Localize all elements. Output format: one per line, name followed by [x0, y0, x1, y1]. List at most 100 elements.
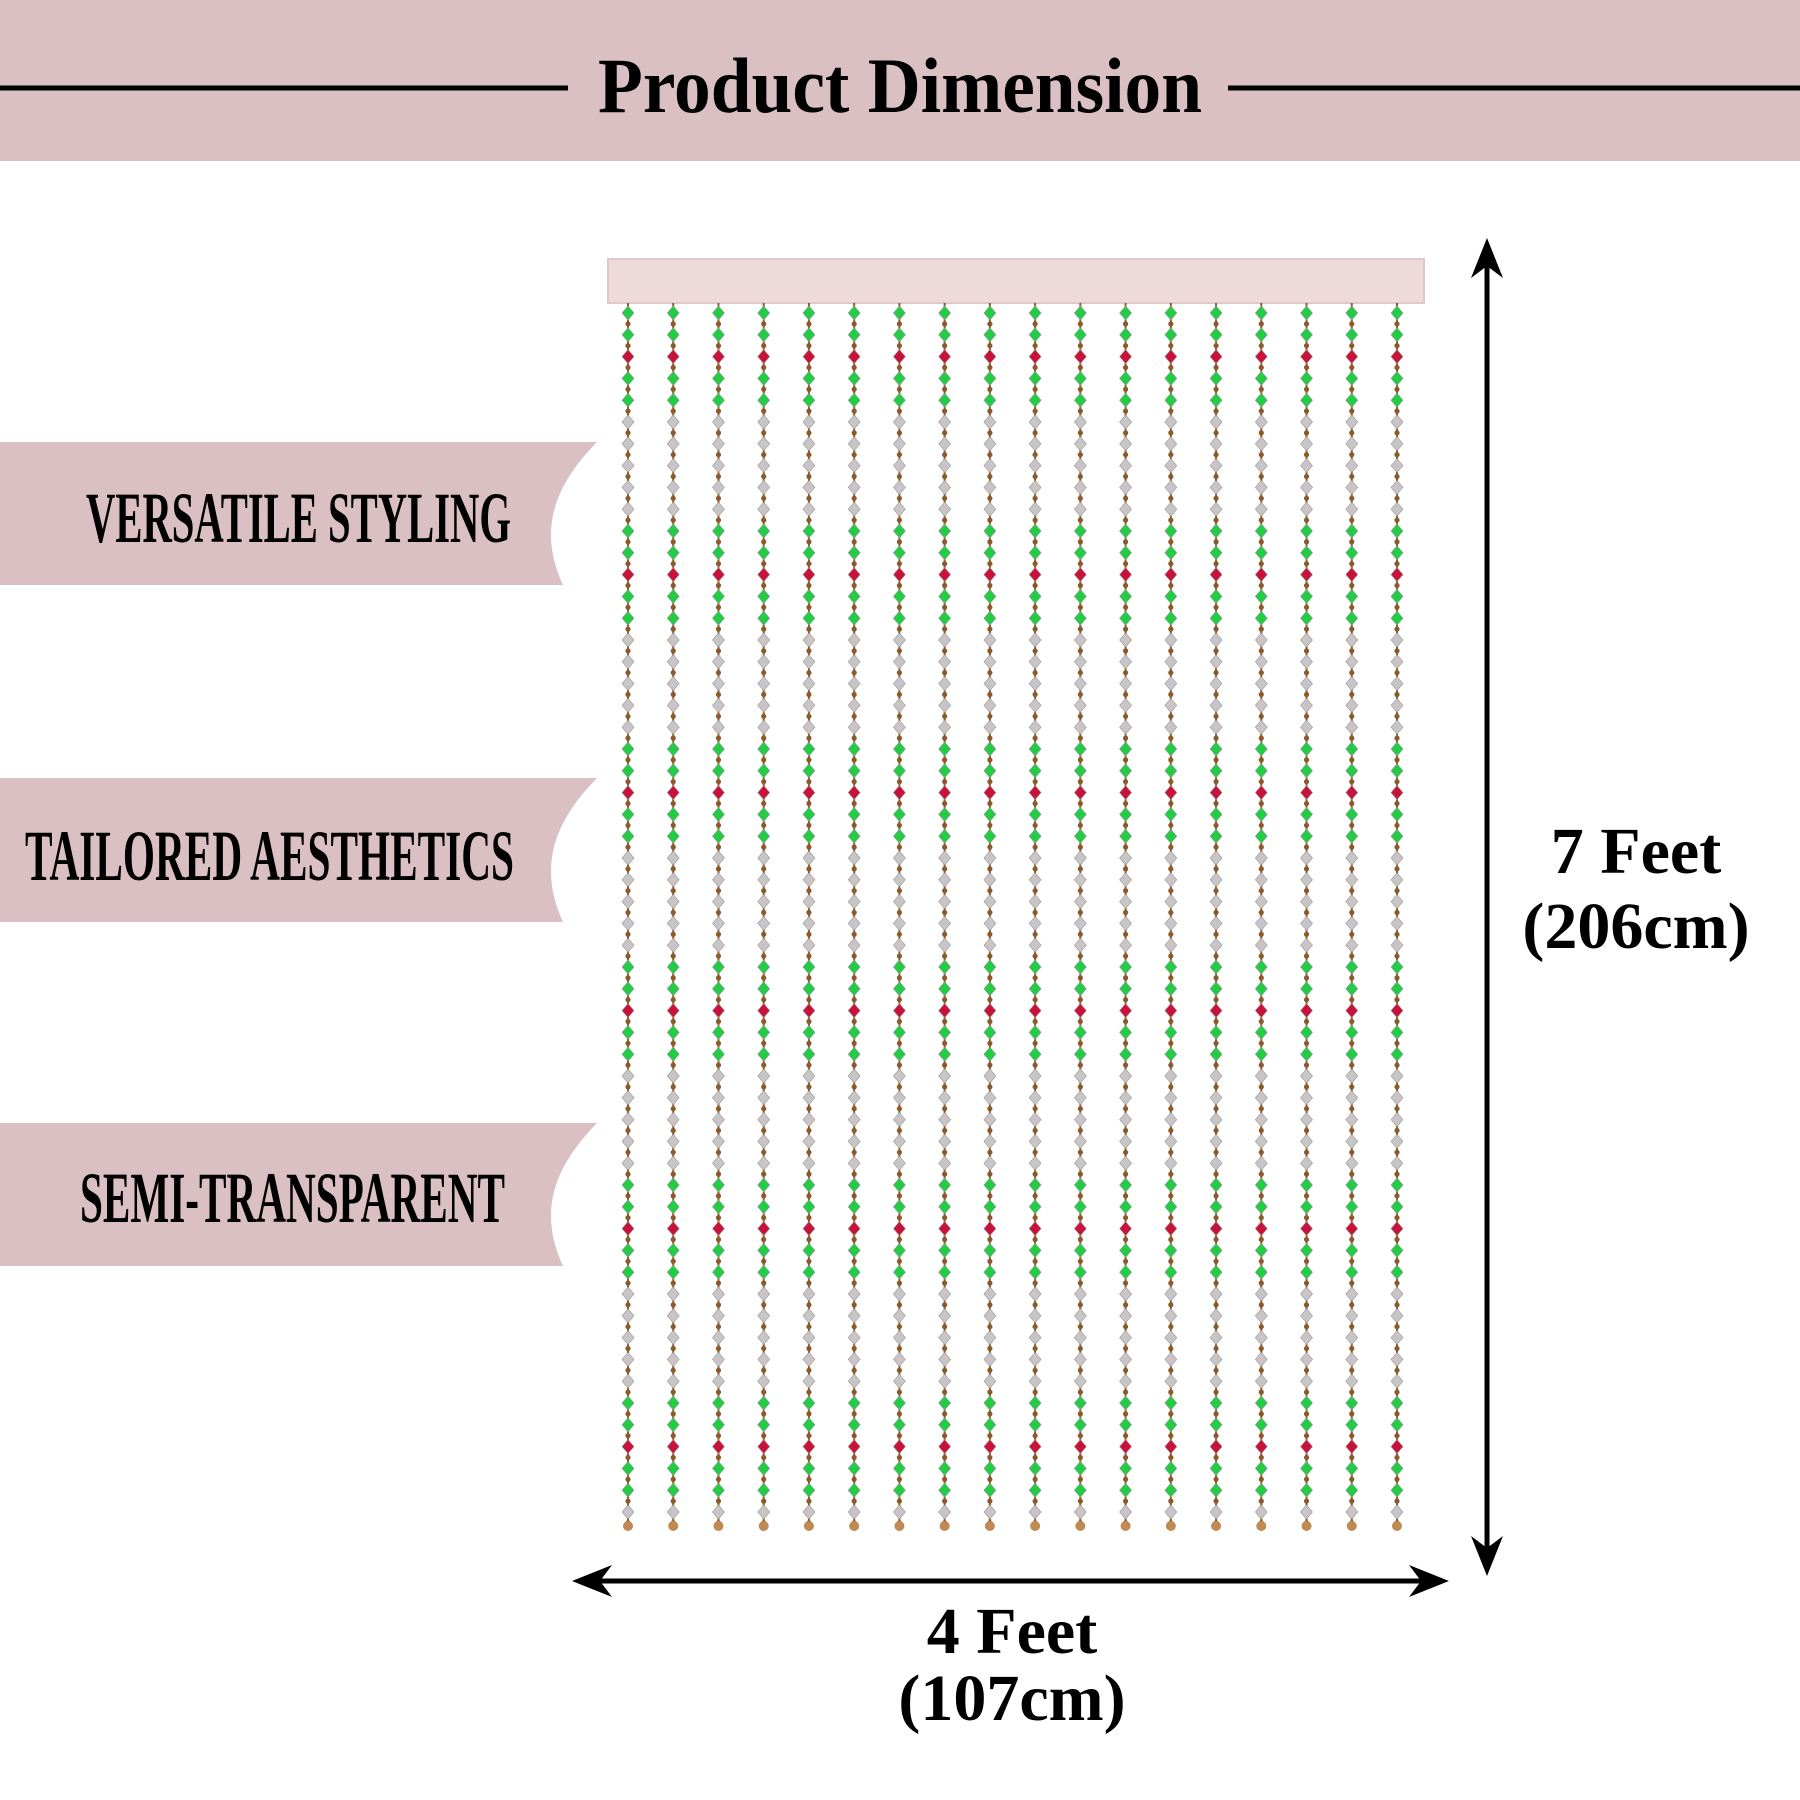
spacer-bead — [761, 779, 767, 785]
spacer-bead — [1303, 1476, 1310, 1482]
spacer-bead — [1168, 343, 1174, 349]
spacer-bead — [1349, 670, 1355, 676]
spacer-bead — [1394, 931, 1400, 937]
spacer-bead — [1303, 321, 1310, 327]
bead — [802, 1417, 816, 1433]
spacer-bead — [1032, 800, 1038, 807]
spacer-bead — [942, 1236, 948, 1243]
bead — [1119, 1155, 1132, 1171]
spacer-bead — [896, 1367, 903, 1373]
spacer-bead — [851, 321, 857, 327]
bead — [712, 1286, 725, 1302]
bead — [1254, 305, 1268, 321]
spacer-bead — [715, 1149, 722, 1155]
spacer-bead — [1258, 1171, 1264, 1177]
bead — [1300, 719, 1313, 735]
spacer-bead — [896, 539, 903, 545]
bead — [1345, 1155, 1359, 1171]
bead — [1119, 697, 1132, 713]
spacer-bead — [715, 822, 722, 828]
bead — [1209, 697, 1223, 713]
bead — [1390, 915, 1404, 931]
bead — [1164, 1264, 1178, 1280]
bead — [938, 676, 952, 692]
spacer-bead — [1122, 1476, 1129, 1482]
bead — [1164, 501, 1178, 517]
spacer-bead — [1168, 364, 1174, 371]
spacer-bead — [806, 800, 812, 807]
bead — [847, 894, 861, 910]
bead — [1073, 1482, 1087, 1498]
bead — [1119, 349, 1132, 365]
spacer-bead — [1213, 408, 1219, 414]
spacer-bead — [1303, 866, 1310, 872]
bead — [1073, 1351, 1087, 1367]
spacer-bead — [851, 953, 857, 959]
spacer-bead — [987, 1411, 993, 1417]
bead — [847, 1439, 861, 1455]
spacer-bead — [670, 691, 676, 698]
bead — [1028, 937, 1042, 953]
bead — [983, 959, 997, 975]
bead — [802, 828, 816, 844]
spacer-bead — [715, 866, 722, 872]
bead — [1119, 1286, 1132, 1302]
bead — [893, 654, 906, 670]
spacer-bead — [625, 1258, 631, 1264]
bead — [1164, 741, 1178, 757]
bead — [802, 959, 816, 975]
bead — [621, 1155, 635, 1171]
spacer-bead — [1258, 1476, 1264, 1482]
end-bead — [894, 1521, 905, 1531]
bead — [712, 1177, 725, 1193]
bead — [757, 1046, 771, 1062]
spacer-bead — [851, 1367, 857, 1373]
spacer-bead — [1168, 1345, 1174, 1352]
bead — [938, 370, 952, 386]
bead — [621, 1242, 635, 1258]
spacer-bead — [670, 997, 676, 1003]
spacer-bead — [625, 931, 631, 937]
bead — [1028, 632, 1042, 648]
bead — [666, 588, 680, 604]
bead — [893, 392, 906, 408]
spacer-bead — [715, 364, 722, 371]
spacer-bead — [896, 452, 903, 458]
bead — [1119, 828, 1132, 844]
bead — [621, 850, 635, 866]
spacer-bead — [1303, 1171, 1310, 1177]
spacer-bead — [1077, 953, 1083, 959]
bead — [938, 828, 952, 844]
spacer-bead — [670, 408, 676, 414]
bead — [712, 1090, 725, 1106]
spacer-bead — [1394, 1215, 1400, 1221]
spacer-bead — [1168, 648, 1174, 654]
spacer-bead — [1258, 1345, 1264, 1352]
bead — [983, 1003, 997, 1019]
spacer-bead — [1168, 430, 1174, 436]
spacer-bead — [761, 1084, 767, 1090]
spacer-bead — [625, 670, 631, 676]
spacer-bead — [942, 779, 948, 785]
spacer-bead — [625, 1215, 631, 1221]
spacer-bead — [896, 735, 903, 741]
spacer-bead — [1032, 321, 1038, 327]
bead — [983, 458, 997, 474]
bead — [802, 327, 816, 343]
bead — [621, 1417, 635, 1433]
spacer-bead — [1258, 1149, 1264, 1155]
bead — [983, 436, 997, 452]
bead — [847, 1504, 861, 1520]
spacer-bead — [1077, 1433, 1083, 1439]
bead — [1300, 349, 1313, 365]
bead — [1254, 436, 1268, 452]
bead — [621, 501, 635, 517]
spacer-bead — [670, 1302, 676, 1308]
spacer-bead — [670, 1498, 676, 1504]
spacer-bead — [1077, 1040, 1083, 1046]
bead — [621, 1090, 635, 1106]
bead — [938, 872, 952, 888]
bead — [1390, 414, 1404, 430]
bead — [1390, 1395, 1404, 1411]
spacer-bead — [1077, 997, 1083, 1003]
